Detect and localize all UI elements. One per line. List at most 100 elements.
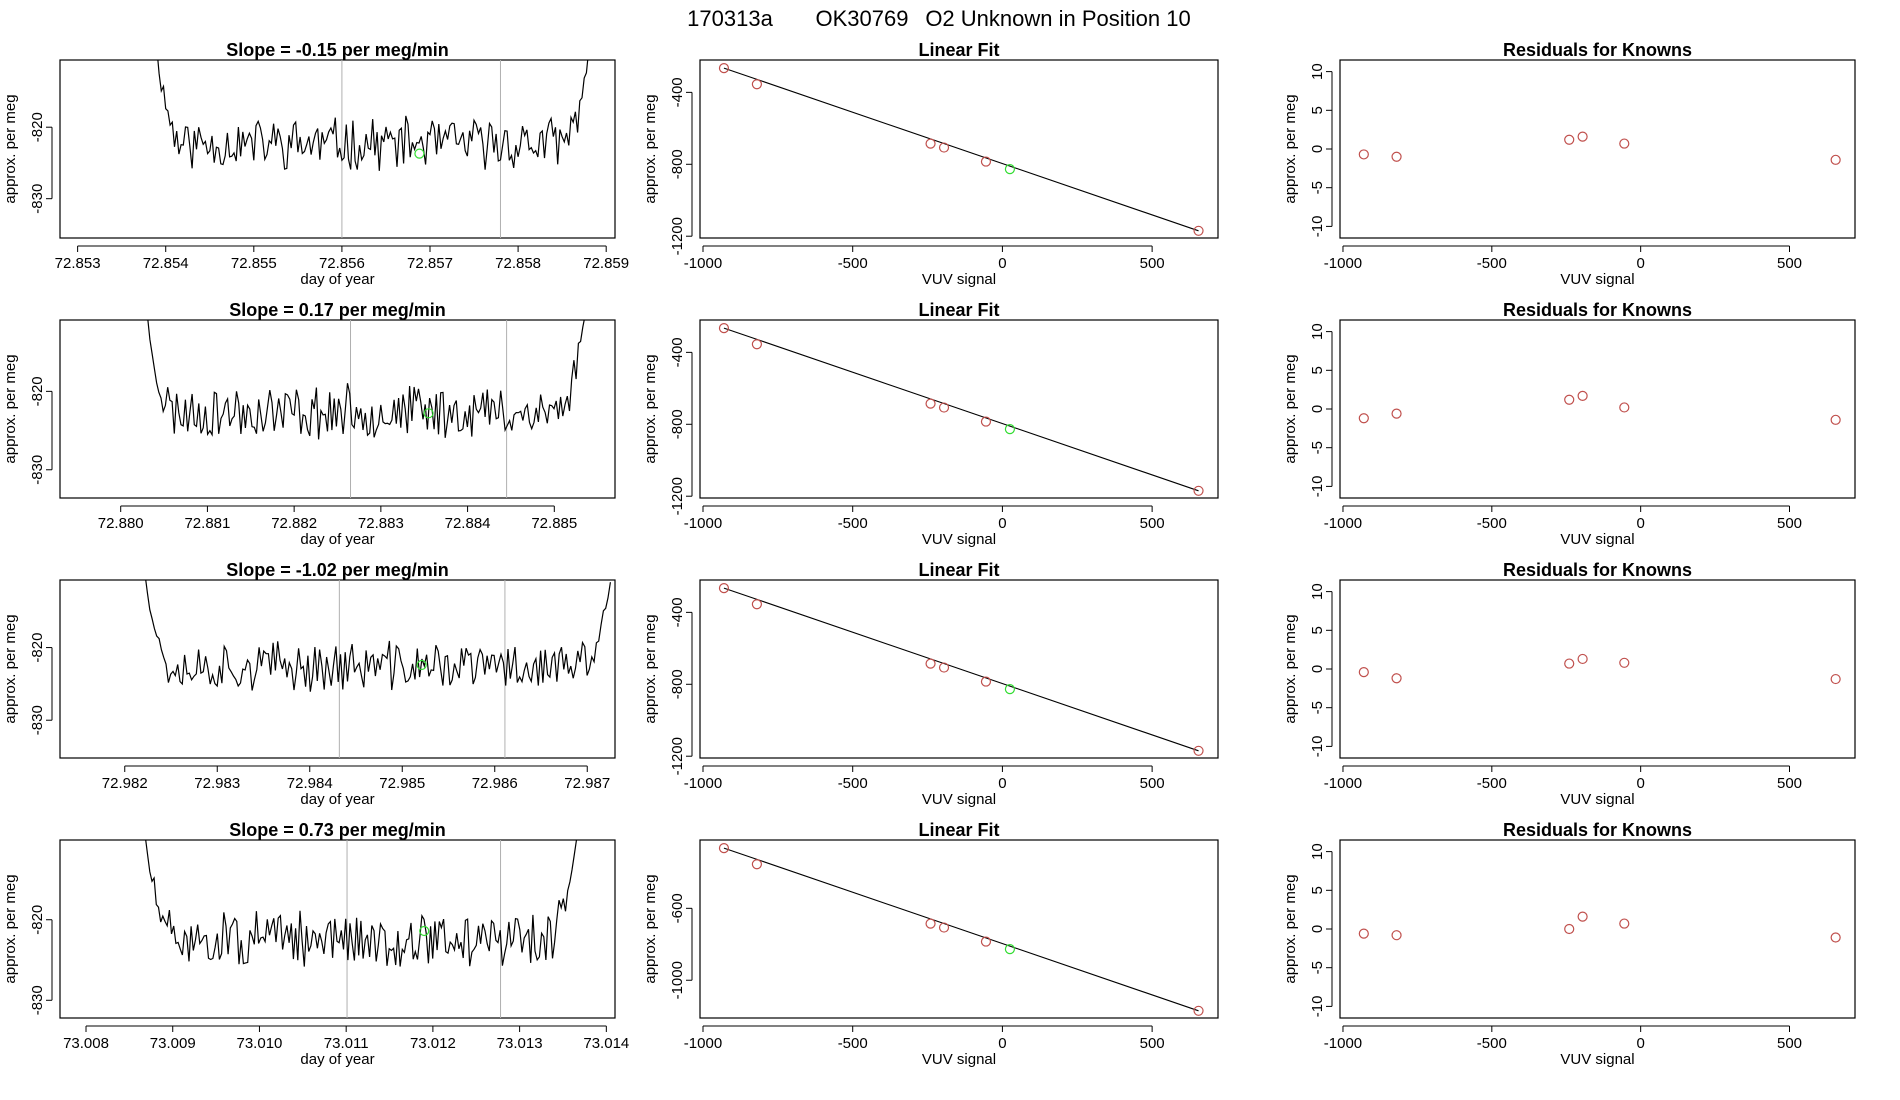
panel-title: Linear Fit [918, 300, 999, 320]
y-tick-label: -820 [29, 112, 46, 142]
x-tick-label: 73.010 [237, 1035, 283, 1052]
known-point [751, 339, 762, 350]
y-tick-label: -10 [1309, 476, 1326, 498]
plot-frame [1339, 319, 1856, 499]
known-point [1564, 394, 1575, 405]
known-point [718, 842, 730, 854]
y-axis-label: approx. per meg [642, 94, 659, 203]
x-tick-label: 500 [1777, 515, 1802, 532]
known-point [938, 922, 950, 933]
unknown-point [1004, 684, 1016, 695]
known-point [925, 398, 936, 409]
panel-title: Residuals for Knowns [1503, 820, 1692, 840]
known-point [1564, 923, 1575, 935]
x-tick-label: 72.984 [287, 775, 333, 792]
y-tick-label: 0 [1309, 145, 1326, 153]
panel-9: Residuals for Knowns -1000 -500 0 500 VUV sig… [1282, 40, 1856, 288]
x-tick-label: -1000 [684, 255, 722, 272]
plot-frame [1339, 839, 1856, 1019]
y-tick-label: -5 [1309, 701, 1326, 714]
panel-7: Linear Fit -1000 -500 0 500 VUV signal -400 -80… [642, 560, 1219, 808]
x-tick-label: 72.884 [445, 515, 491, 532]
known-point [1391, 930, 1402, 941]
panel-11: Residuals for Knowns -1000 -500 0 500 VUV sig… [1282, 560, 1856, 808]
x-tick-label: 0 [1636, 255, 1644, 272]
known-point [1619, 918, 1630, 929]
x-tick-label: -1000 [684, 515, 722, 532]
x-axis-label: day of year [300, 531, 374, 548]
y-tick-label: 0 [1309, 405, 1326, 413]
plot-frame [59, 839, 616, 1019]
known-point [1619, 402, 1630, 413]
y-tick-label: -800 [669, 409, 686, 439]
x-tick-label: -1000 [1324, 775, 1362, 792]
y-tick-label: 5 [1309, 366, 1326, 374]
fit-line [723, 587, 1199, 752]
x-tick-label: 72.883 [358, 515, 404, 532]
x-axis-label: VUV signal [1560, 791, 1634, 808]
fit-line [723, 327, 1199, 492]
known-point [925, 138, 936, 149]
x-axis-label: day of year [300, 1051, 374, 1068]
known-point [1564, 134, 1575, 145]
y-tick-label: -830 [29, 985, 46, 1015]
x-tick-label: 500 [1140, 515, 1165, 532]
x-tick-label: 73.009 [150, 1035, 196, 1052]
known-point [1564, 658, 1575, 669]
x-tick-label: 0 [998, 255, 1006, 272]
x-axis-label: VUV signal [1560, 531, 1634, 548]
x-axis-label: day of year [300, 791, 374, 808]
known-point [980, 156, 992, 167]
x-tick-label: 500 [1140, 255, 1165, 272]
x-tick-label: 500 [1140, 1035, 1165, 1052]
y-tick-label: -600 [669, 893, 686, 923]
y-tick-label: 0 [1309, 925, 1326, 933]
y-tick-label: -800 [669, 669, 686, 699]
plot-frame [59, 319, 616, 499]
signal-trace [147, 320, 585, 440]
panel-title: Residuals for Knowns [1503, 560, 1692, 580]
x-axis-label: VUV signal [1560, 271, 1634, 288]
panel-8: Linear Fit -1000 -500 0 500 VUV signal -600 -10… [642, 820, 1219, 1068]
y-tick-label: 10 [1309, 323, 1326, 340]
y-tick-label: -1000 [669, 961, 686, 999]
y-tick-label: -820 [29, 633, 46, 663]
plot-frame [699, 579, 1219, 759]
y-tick-label: -5 [1309, 441, 1326, 454]
known-point [1577, 131, 1588, 142]
y-tick-label: -10 [1309, 736, 1326, 758]
panel-title: Residuals for Knowns [1503, 40, 1692, 60]
x-tick-label: -500 [838, 515, 868, 532]
x-tick-label: 500 [1140, 775, 1165, 792]
fit-line [723, 67, 1199, 232]
y-axis-label: approx. per meg [2, 614, 19, 723]
unknown-point [414, 148, 425, 159]
panel-title: Linear Fit [918, 40, 999, 60]
x-tick-label: 0 [998, 515, 1006, 532]
y-axis-label: approx. per meg [642, 874, 659, 983]
x-tick-label: 72.853 [55, 255, 101, 272]
panel-5: Linear Fit -1000 -500 0 500 VUV signal -400 -80… [642, 40, 1219, 288]
x-tick-label: 72.880 [98, 515, 144, 532]
signal-trace [145, 840, 578, 967]
known-point [1577, 390, 1588, 401]
known-point [938, 142, 950, 153]
known-point [1358, 413, 1369, 424]
x-tick-label: 72.854 [143, 255, 189, 272]
known-point [980, 936, 992, 947]
x-tick-label: 500 [1777, 1035, 1802, 1052]
y-tick-label: 5 [1309, 106, 1326, 114]
x-tick-label: -1000 [684, 775, 722, 792]
known-point [925, 658, 936, 669]
y-tick-label: -400 [669, 597, 686, 627]
x-tick-label: 0 [1636, 775, 1644, 792]
panel-title: Residuals for Knowns [1503, 300, 1692, 320]
x-tick-label: -500 [1477, 255, 1507, 272]
plot-frame [59, 579, 616, 759]
figure-title-part-3: O2 Unknown in Position 10 [925, 6, 1190, 31]
known-point [1358, 666, 1369, 678]
x-tick-label: -500 [838, 775, 868, 792]
x-tick-label: 72.859 [583, 255, 629, 272]
fit-line [723, 847, 1199, 1012]
x-tick-label: 73.014 [583, 1035, 629, 1052]
